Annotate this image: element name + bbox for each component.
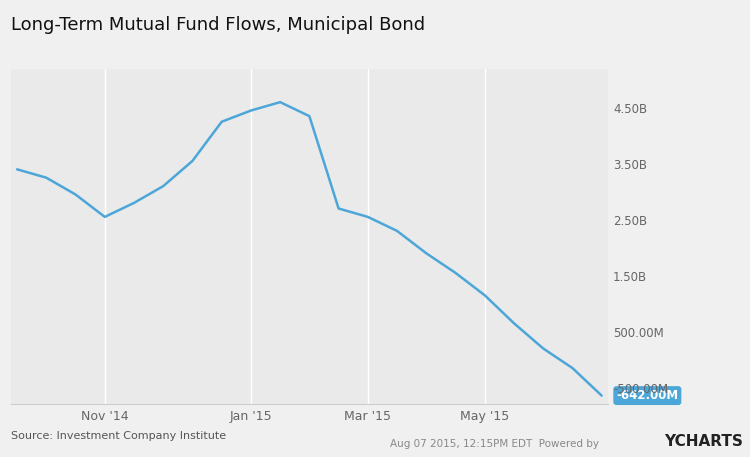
Text: -642.00M: -642.00M [616,389,679,402]
Text: Source: Investment Company Institute: Source: Investment Company Institute [11,431,226,441]
Text: Aug 07 2015, 12:15PM EDT  Powered by: Aug 07 2015, 12:15PM EDT Powered by [390,439,602,449]
Text: Long-Term Mutual Fund Flows, Municipal Bond: Long-Term Mutual Fund Flows, Municipal B… [11,16,425,34]
Text: YCHARTS: YCHARTS [664,434,742,449]
